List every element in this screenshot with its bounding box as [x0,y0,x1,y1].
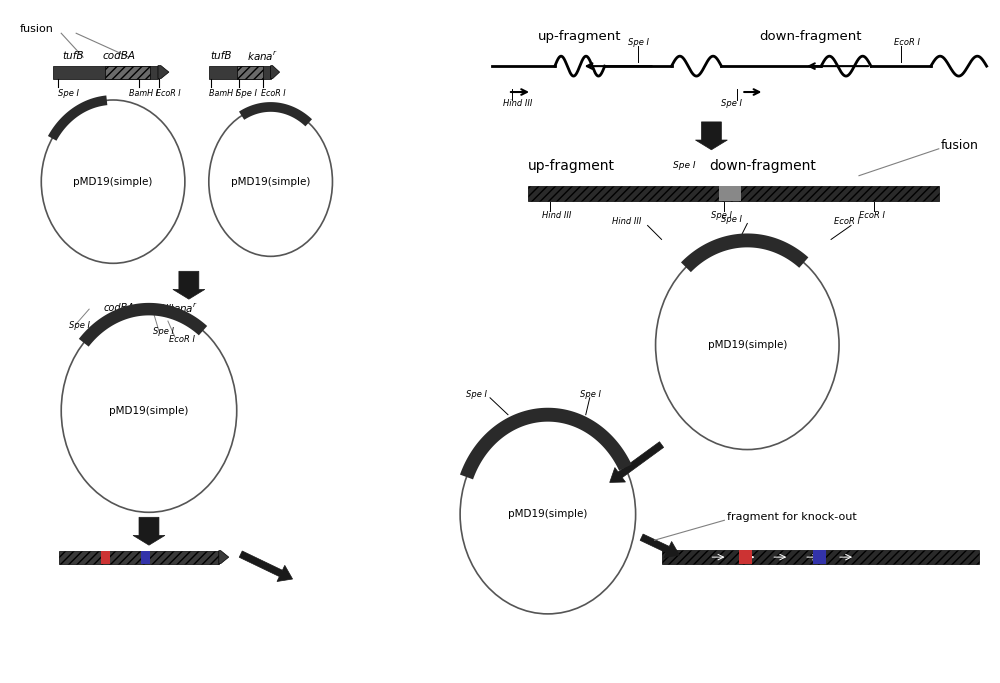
Text: EcoR I: EcoR I [859,211,885,220]
Text: EcoR I: EcoR I [169,335,195,344]
Bar [719,186,741,201]
Text: pMD19(simple): pMD19(simple) [109,406,189,416]
Text: Spe I: Spe I [58,89,79,98]
Text: pMD19(simple): pMD19(simple) [708,340,787,350]
Text: fusion: fusion [941,139,979,152]
Bar [813,550,826,564]
Text: EcoR I: EcoR I [156,89,181,98]
Bar [59,550,219,563]
FancyArrow shape [133,517,165,545]
Text: pMD19(simple): pMD19(simple) [231,177,310,186]
Text: tufB: tufB [210,51,232,61]
Text: up-fragment: up-fragment [528,158,615,173]
Text: Hind III: Hind III [542,211,571,220]
Text: EcoR I: EcoR I [894,38,920,46]
Bar [53,66,158,79]
Text: Spe I: Spe I [69,320,90,330]
Text: pMD19(simple): pMD19(simple) [508,510,588,519]
FancyArrow shape [158,66,169,79]
Text: BamH I: BamH I [143,304,173,313]
Bar [141,550,150,563]
FancyArrow shape [640,534,680,558]
Text: Spe I: Spe I [673,161,695,170]
Text: Spe I: Spe I [236,89,257,98]
FancyArrow shape [610,442,664,482]
Text: EcoR I: EcoR I [261,89,285,98]
Bar [237,66,263,79]
Bar [105,66,150,79]
Text: tufB: tufB [62,51,84,61]
Text: fusion: fusion [19,25,53,34]
Bar [662,550,979,564]
Text: EcoR I: EcoR I [834,217,860,226]
Text: codBA: codBA [103,51,136,61]
Bar [739,550,752,564]
Text: codBA: codBA [103,303,134,313]
Text: BamH I: BamH I [129,89,158,98]
Text: Spe I: Spe I [711,211,732,220]
FancyArrow shape [219,550,229,563]
Bar [528,186,939,201]
Bar [101,550,110,563]
Text: $\it{kana}^r$: $\it{kana}^r$ [167,302,198,315]
FancyArrow shape [695,122,727,150]
Text: fragment for knock-out: fragment for knock-out [727,512,857,522]
FancyArrow shape [173,271,205,299]
Text: Spe I: Spe I [628,38,649,46]
Text: down-fragment: down-fragment [759,30,862,43]
Text: Spe I: Spe I [721,100,742,109]
Text: Spe I: Spe I [580,390,601,400]
Text: pMD19(simple): pMD19(simple) [73,177,153,186]
Text: Hind III: Hind III [612,217,641,226]
Text: Hind III: Hind III [503,100,532,109]
Text: $\it{kana}^r$: $\it{kana}^r$ [247,50,278,63]
Text: Spe I: Spe I [153,326,174,335]
Text: Spe I: Spe I [721,215,742,224]
FancyArrow shape [239,551,293,581]
Text: BamH I: BamH I [209,89,238,98]
Text: Spe I: Spe I [466,390,487,400]
Text: up-fragment: up-fragment [538,30,621,43]
Bar [209,66,271,79]
FancyArrow shape [271,66,280,79]
Text: down-fragment: down-fragment [709,158,816,173]
